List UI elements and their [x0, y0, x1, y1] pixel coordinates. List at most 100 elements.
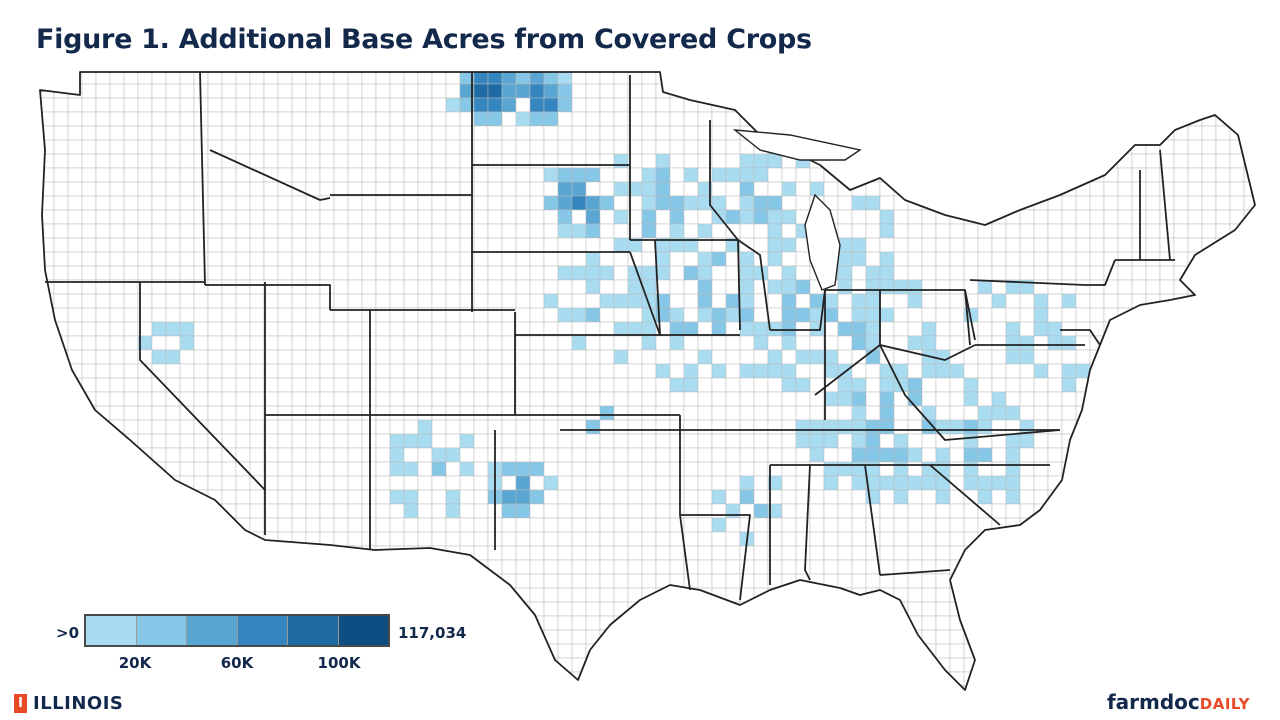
- county-cell: [501, 349, 517, 365]
- county-cell: [1131, 363, 1147, 379]
- county-cell: [711, 279, 727, 295]
- county-cell: [599, 321, 615, 337]
- county-cell: [277, 223, 293, 239]
- county-cell: [1229, 83, 1245, 99]
- county-cell: [1089, 97, 1105, 113]
- county-cell: [473, 475, 489, 491]
- county-cell: [529, 475, 545, 491]
- county-cell: [1187, 601, 1203, 617]
- county-cell: [347, 279, 363, 295]
- county-cell: [515, 125, 531, 141]
- county-cell: [921, 265, 937, 281]
- county-cell: [1033, 447, 1049, 463]
- county-cell: [1173, 209, 1189, 225]
- county-cell: [1005, 153, 1021, 169]
- county-cell: [935, 293, 951, 309]
- county-cell: [543, 279, 559, 295]
- county-cell: [823, 83, 839, 99]
- county-cell: [53, 475, 69, 491]
- county-cell: [557, 503, 573, 519]
- county-cell: [389, 349, 405, 365]
- county-cell: [375, 391, 391, 407]
- county-cell: [1258, 378, 1272, 392]
- county-cell: [753, 307, 769, 323]
- county-cell: [949, 335, 965, 351]
- county-cell: [879, 97, 895, 113]
- county-cell: [221, 97, 237, 113]
- county-cell: [613, 643, 629, 659]
- county-cell: [1005, 72, 1021, 85]
- county-cell: [1131, 349, 1147, 365]
- county-cell: [599, 573, 615, 589]
- county-cell: [781, 335, 797, 351]
- county-cell: [921, 545, 937, 561]
- county-cell: [1145, 447, 1161, 463]
- county-cell: [865, 573, 881, 589]
- county-cell: [1215, 601, 1231, 617]
- county-cell: [809, 587, 825, 603]
- county-cell: [291, 531, 307, 547]
- county-cell: [459, 671, 475, 687]
- county-cell: [53, 391, 69, 407]
- county-cell: [1061, 321, 1077, 337]
- county-cell: [613, 209, 629, 225]
- county-cell: [571, 209, 587, 225]
- county-cell: [1229, 489, 1245, 505]
- county-cell: [1033, 153, 1049, 169]
- county-cell: [1033, 559, 1049, 575]
- county-cell: [305, 349, 321, 365]
- county-cell: [613, 461, 629, 477]
- county-cell: [487, 293, 503, 309]
- county-cell: [1173, 391, 1189, 407]
- county-cell: [683, 307, 699, 323]
- county-cell: [207, 153, 223, 169]
- county-cell: [571, 475, 587, 491]
- county-cell: [655, 377, 671, 393]
- county-cell: [305, 111, 321, 127]
- county-cell: [893, 671, 909, 687]
- county-cell: [445, 419, 461, 435]
- county-cell: [1047, 223, 1063, 239]
- county-cell: [403, 461, 419, 477]
- legend-min-label: >0: [56, 624, 80, 642]
- county-cell: [921, 601, 937, 617]
- county-cell: [137, 475, 153, 491]
- county-cell: [1005, 657, 1021, 673]
- county-cell: [431, 419, 447, 435]
- county-cell: [263, 377, 279, 393]
- county-cell: [921, 251, 937, 267]
- county-cell: [179, 97, 195, 113]
- county-cell: [417, 293, 433, 309]
- county-cell: [921, 97, 937, 113]
- county-cell: [585, 363, 601, 379]
- county-cell: [277, 125, 293, 141]
- county-cell: [571, 615, 587, 631]
- county-cell: [781, 167, 797, 183]
- county-cell: [347, 335, 363, 351]
- county-cell: [739, 279, 755, 295]
- county-cell: [725, 335, 741, 351]
- county-cell: [977, 181, 993, 197]
- county-cell: [865, 195, 881, 211]
- county-cell: [193, 195, 209, 211]
- county-cell: [851, 545, 867, 561]
- county-cell: [1005, 559, 1021, 575]
- county-cell: [725, 167, 741, 183]
- county-cell: [305, 237, 321, 253]
- county-cell: [487, 615, 503, 631]
- legend-tick-100k: 100K: [317, 654, 361, 672]
- county-cell: [473, 125, 489, 141]
- county-cell: [739, 405, 755, 421]
- county-cell: [1229, 237, 1245, 253]
- county-cell: [1187, 531, 1203, 547]
- county-cell: [711, 167, 727, 183]
- county-cell: [1047, 657, 1063, 673]
- county-cell: [977, 349, 993, 365]
- county-cell: [40, 503, 55, 519]
- county-cell: [431, 405, 447, 421]
- legend-swatch-6: [338, 616, 388, 645]
- county-cell: [1173, 251, 1189, 267]
- county-cell: [949, 279, 965, 295]
- county-cell: [837, 503, 853, 519]
- county-cell: [865, 377, 881, 393]
